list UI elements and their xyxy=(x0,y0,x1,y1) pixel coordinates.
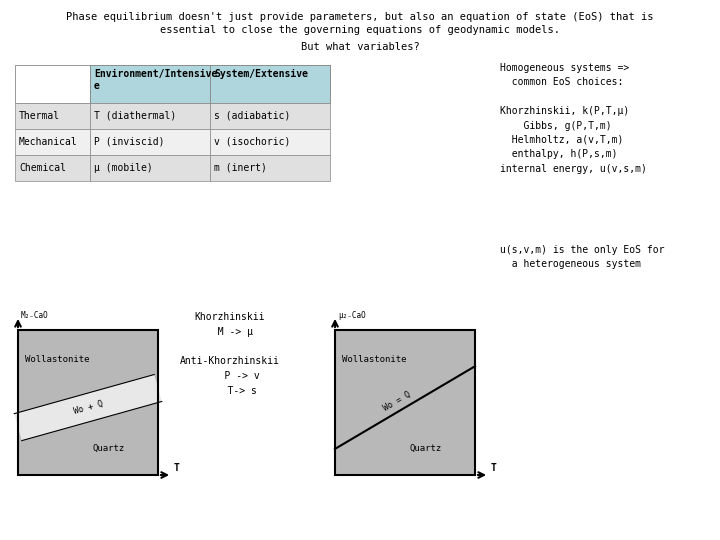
Bar xyxy=(335,330,475,475)
Bar xyxy=(210,155,330,181)
Text: Quartz: Quartz xyxy=(93,444,125,454)
Text: T (diathermal): T (diathermal) xyxy=(94,111,176,121)
Bar xyxy=(15,129,90,155)
Bar xyxy=(90,129,210,155)
Text: Mechanical: Mechanical xyxy=(19,137,78,147)
Polygon shape xyxy=(14,375,162,441)
Text: Wo = Q: Wo = Q xyxy=(382,390,413,413)
Text: Chemical: Chemical xyxy=(19,163,66,173)
Bar xyxy=(90,103,210,129)
Text: u(s,v,m) is the only EoS for
  a heterogeneous system: u(s,v,m) is the only EoS for a heterogen… xyxy=(500,245,665,269)
Text: s (adiabatic): s (adiabatic) xyxy=(214,111,290,121)
Text: v (isochoric): v (isochoric) xyxy=(214,137,290,147)
Text: T: T xyxy=(174,463,180,473)
Text: Environment/Intensive
e: Environment/Intensive e xyxy=(94,69,217,91)
Text: μ₂₋CaO: μ₂₋CaO xyxy=(338,310,366,320)
Text: Homogeneous systems =>
  common EoS choices:

Khorzhinskii, k(P,T,μ)
    Gibbs, : Homogeneous systems => common EoS choice… xyxy=(500,63,647,174)
Text: Quartz: Quartz xyxy=(410,444,442,454)
Bar xyxy=(15,65,90,103)
Text: System/Extensive: System/Extensive xyxy=(214,69,308,79)
Bar xyxy=(15,155,90,181)
Text: Phase equilibrium doesn't just provide parameters, but also an equation of state: Phase equilibrium doesn't just provide p… xyxy=(66,12,654,22)
Text: Wollastonite: Wollastonite xyxy=(342,354,407,363)
Bar xyxy=(210,129,330,155)
Text: Khorzhinskii
  M -> μ

Anti-Khorzhinskii
    P -> v
    T-> s: Khorzhinskii M -> μ Anti-Khorzhinskii P … xyxy=(180,312,280,396)
Text: μ (mobile): μ (mobile) xyxy=(94,163,153,173)
Text: T: T xyxy=(491,463,497,473)
Bar xyxy=(210,65,330,103)
Bar xyxy=(335,330,475,475)
Bar xyxy=(15,103,90,129)
Bar xyxy=(90,155,210,181)
Text: m (inert): m (inert) xyxy=(214,163,267,173)
Bar xyxy=(18,330,158,475)
Bar xyxy=(18,330,158,475)
Text: Wo + Q: Wo + Q xyxy=(72,399,104,416)
Text: Wollastonite: Wollastonite xyxy=(25,354,89,363)
Text: essential to close the governing equations of geodynamic models.: essential to close the governing equatio… xyxy=(160,25,560,35)
Bar xyxy=(90,65,210,103)
Text: P (inviscid): P (inviscid) xyxy=(94,137,164,147)
Text: But what variables?: But what variables? xyxy=(301,42,419,52)
Bar xyxy=(90,65,330,103)
Bar xyxy=(210,103,330,129)
Text: M₂₋CaO: M₂₋CaO xyxy=(21,310,49,320)
Text: Thermal: Thermal xyxy=(19,111,60,121)
